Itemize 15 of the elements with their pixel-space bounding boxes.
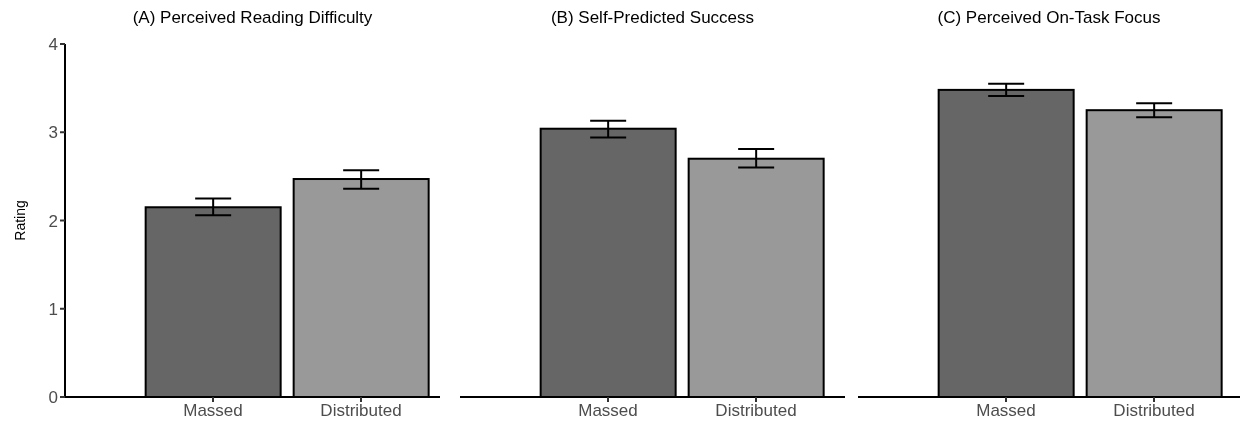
y-tick-label: 0	[48, 388, 58, 408]
chart-title: (B) Self-Predicted Success	[549, 8, 756, 29]
x-tick-label: Massed	[578, 401, 638, 421]
x-tick-label: Massed	[976, 401, 1036, 421]
y-tick-label: 2	[48, 211, 58, 231]
x-tick-label: Distributed	[1113, 401, 1195, 421]
y-tick-label: 3	[48, 123, 58, 143]
x-tick-label: Massed	[183, 401, 243, 421]
y-axis-title: Rating	[11, 200, 28, 241]
chart-title: (C) Perceived On-Task Focus	[936, 8, 1162, 29]
x-tick-label: Distributed	[320, 401, 402, 421]
chart-title: (A) Perceived Reading Difficulty	[131, 8, 374, 29]
y-tick-label: 1	[48, 299, 58, 319]
y-tick-label: 4	[48, 35, 58, 55]
x-tick-label: Distributed	[715, 401, 797, 421]
